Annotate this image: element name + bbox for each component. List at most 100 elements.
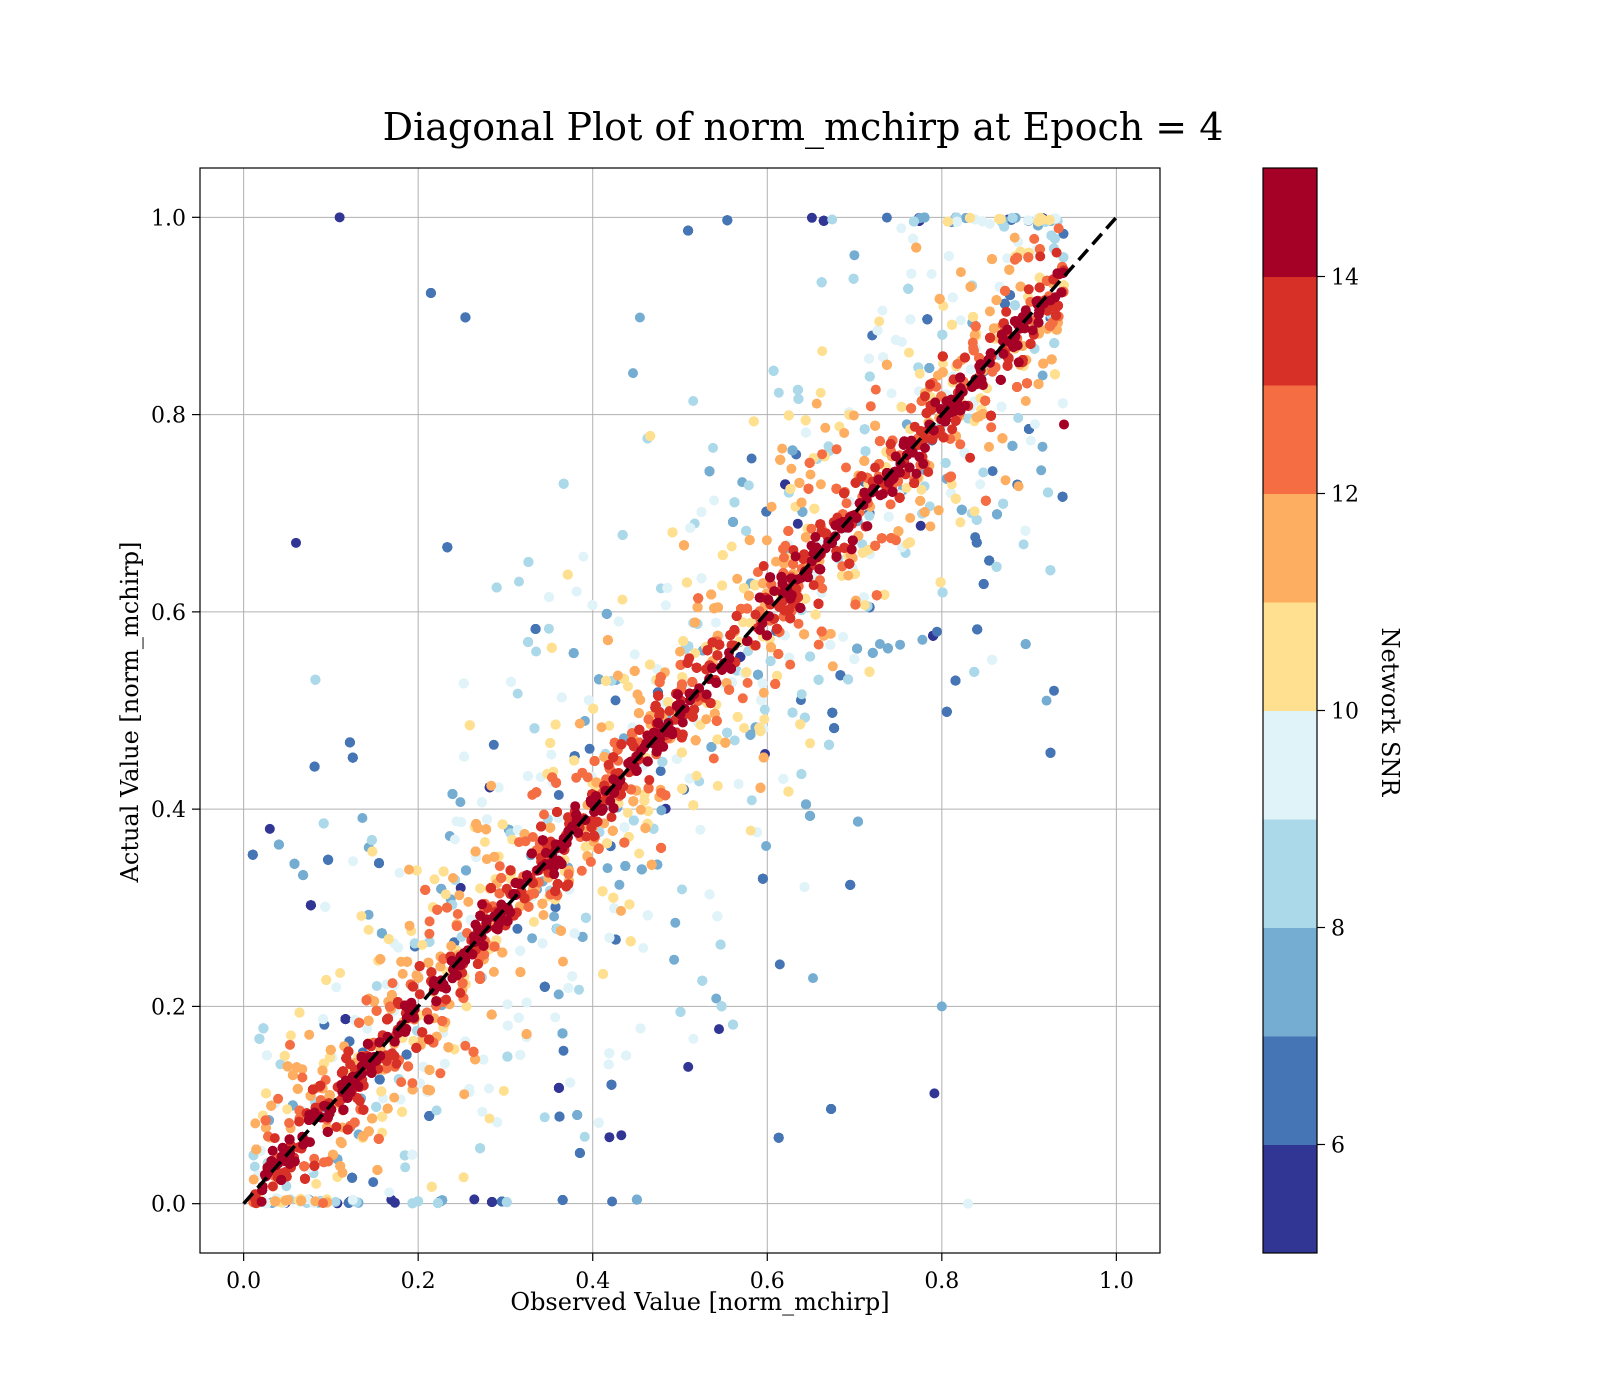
scatter-point bbox=[895, 639, 906, 650]
scatter-point bbox=[556, 925, 566, 936]
scatter-point bbox=[786, 463, 797, 474]
scatter-point bbox=[546, 749, 557, 760]
scatter-point bbox=[978, 579, 989, 589]
scatter-point bbox=[772, 670, 783, 681]
scatter-point bbox=[766, 501, 777, 512]
scatter-point bbox=[550, 719, 561, 730]
scatter-point bbox=[987, 254, 997, 265]
scatter-point bbox=[683, 225, 694, 236]
scatter-point bbox=[902, 538, 913, 549]
scatter-point bbox=[475, 883, 486, 894]
scatter-point bbox=[845, 879, 856, 890]
scatter-point bbox=[971, 514, 982, 525]
scatter-point bbox=[470, 846, 481, 857]
scatter-point bbox=[553, 790, 564, 800]
scatter-point bbox=[311, 1178, 322, 1189]
plot-area bbox=[199, 167, 1161, 1254]
scatter-point bbox=[800, 427, 811, 438]
scatter-point bbox=[363, 1015, 374, 1026]
scatter-point bbox=[726, 541, 737, 552]
scatter-point bbox=[521, 1029, 532, 1040]
scatter-point bbox=[426, 1181, 437, 1192]
scatter-point bbox=[805, 469, 816, 480]
scatter-point bbox=[544, 592, 554, 603]
scatter-point bbox=[697, 975, 708, 986]
scatter-point bbox=[712, 780, 723, 791]
scatter-point bbox=[733, 779, 744, 789]
scatter-point bbox=[878, 352, 889, 363]
scatter-point bbox=[458, 678, 469, 689]
scatter-point bbox=[901, 482, 912, 493]
scatter-point bbox=[746, 795, 757, 806]
scatter-point bbox=[853, 816, 863, 827]
scatter-point bbox=[704, 889, 715, 900]
scatter-point bbox=[806, 212, 817, 223]
scatter-point bbox=[801, 799, 811, 810]
scatter-point bbox=[874, 316, 885, 327]
scatter-point bbox=[925, 521, 936, 532]
scatter-point bbox=[606, 1079, 617, 1090]
scatter-point bbox=[464, 720, 475, 731]
scatter-point bbox=[761, 535, 772, 546]
scatter-point bbox=[810, 609, 821, 620]
scatter-point bbox=[978, 467, 989, 478]
scatter-point bbox=[805, 738, 816, 749]
scatter-point bbox=[521, 997, 532, 1008]
scatter-point bbox=[1004, 264, 1015, 275]
scatter-point bbox=[947, 292, 958, 303]
scatter-point bbox=[940, 458, 951, 468]
scatter-point bbox=[645, 659, 655, 670]
scatter-point bbox=[601, 608, 612, 619]
scatter-point bbox=[522, 771, 533, 782]
scatter-point bbox=[879, 589, 890, 600]
scatter-point bbox=[816, 277, 827, 288]
scatter-point bbox=[777, 443, 788, 454]
scatter-point bbox=[968, 311, 979, 322]
scatter-point bbox=[279, 1050, 290, 1061]
scatter-point bbox=[318, 1014, 329, 1025]
scatter-point bbox=[261, 1088, 272, 1099]
scatter-point bbox=[397, 968, 408, 979]
scatter-point bbox=[389, 1197, 400, 1208]
scatter-point bbox=[919, 507, 930, 518]
scatter-point bbox=[515, 945, 526, 956]
scatter-point bbox=[413, 972, 424, 983]
scatter-point bbox=[574, 1148, 585, 1158]
scatter-point bbox=[487, 1197, 497, 1207]
scatter-point bbox=[1033, 379, 1044, 389]
scatter-point bbox=[716, 1001, 727, 1012]
scatter-point bbox=[793, 393, 804, 404]
scatter-point bbox=[994, 214, 1004, 224]
scatter-point bbox=[852, 643, 863, 654]
scatter-point bbox=[950, 493, 961, 504]
scatter-point bbox=[696, 573, 707, 584]
scatter-point bbox=[824, 739, 834, 750]
scatter-point bbox=[610, 695, 621, 706]
scatter-point bbox=[347, 1194, 358, 1205]
scatter-point bbox=[459, 1089, 470, 1100]
scatter-point bbox=[864, 666, 875, 677]
scatter-point bbox=[1033, 216, 1044, 227]
scatter-point bbox=[280, 1195, 291, 1206]
scatter-point bbox=[857, 547, 868, 558]
scatter-point bbox=[796, 497, 807, 508]
scatter-point bbox=[304, 1029, 315, 1040]
scatter-point bbox=[1020, 525, 1031, 536]
scatter-point bbox=[843, 674, 854, 685]
scatter-point bbox=[622, 807, 633, 818]
scatter-point bbox=[348, 856, 358, 867]
scatter-point bbox=[404, 920, 415, 931]
scatter-point bbox=[669, 954, 680, 965]
scatter-point bbox=[513, 1012, 524, 1023]
scatter-point bbox=[941, 706, 952, 717]
scatter-point bbox=[972, 624, 983, 635]
scatter-point bbox=[704, 466, 715, 477]
scatter-point bbox=[1002, 253, 1013, 264]
scatter-point bbox=[757, 873, 768, 884]
scatter-point bbox=[745, 617, 756, 628]
scatter-point bbox=[775, 454, 786, 465]
scatter-point bbox=[397, 1106, 408, 1117]
scatter-point bbox=[617, 530, 628, 540]
scatter-point bbox=[660, 600, 671, 611]
